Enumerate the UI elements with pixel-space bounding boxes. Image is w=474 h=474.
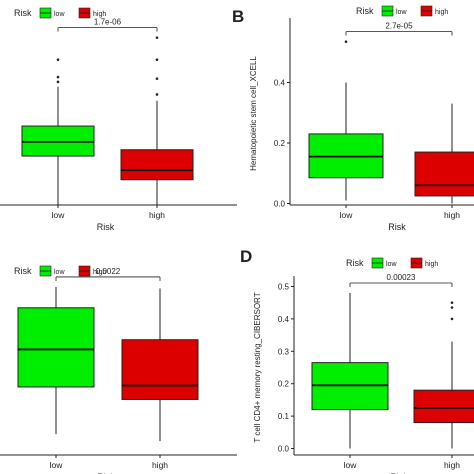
- legend: Risk low high: [14, 7, 106, 19]
- outlier-point: [155, 77, 159, 80]
- panel-letter: D: [240, 247, 252, 266]
- outlier-point: [155, 93, 159, 96]
- legend-title: Risk: [346, 258, 364, 268]
- y-tick-label: 0.3: [278, 347, 290, 356]
- p-value-label: 1.7e-06: [94, 18, 122, 27]
- legend-label: high: [93, 269, 106, 276]
- box-low: [308, 40, 384, 201]
- outlier-point: [450, 306, 454, 309]
- box-body: [121, 339, 199, 400]
- x-axis-label: Risk: [97, 472, 115, 474]
- significance-bracket: 2.7e-05: [345, 22, 453, 36]
- panel-2: B Risk low high 0.0 0.2 0.4 Hematopoietic stem …: [232, 5, 474, 232]
- x-tick-label: low: [52, 210, 66, 220]
- legend: Risk low high: [346, 257, 438, 269]
- y-axis-label: Hematopoietic stem cell_XCELL: [249, 56, 258, 171]
- p-value-label: 0.0022: [96, 267, 121, 276]
- panel-letter: B: [232, 7, 244, 26]
- x-tick-label: low: [344, 460, 358, 470]
- y-tick-label: 0.2: [278, 380, 290, 389]
- outlier-point: [155, 58, 159, 62]
- box-low: [311, 292, 389, 449]
- outlier-point: [450, 301, 454, 304]
- y-tick-label: 0.4: [278, 315, 290, 324]
- box-high: [121, 288, 199, 442]
- y-tick-label: 0.4: [274, 78, 286, 87]
- significance-bracket: 1.7e-06: [57, 18, 158, 32]
- outlier-point: [56, 75, 60, 79]
- legend-label: high: [425, 261, 438, 268]
- x-axis-label: Risk: [97, 222, 115, 232]
- x-tick-label: low: [50, 460, 64, 470]
- legend: Risk low high: [356, 5, 448, 17]
- outlier-point: [344, 40, 348, 43]
- box-high: [120, 36, 194, 205]
- legend-label: high: [93, 11, 106, 18]
- y-tick-label: 0.0: [278, 445, 290, 454]
- y-tick-label: 0.0: [274, 199, 286, 208]
- box-body: [413, 389, 474, 424]
- legend-title: Risk: [14, 266, 32, 276]
- legend-label: low: [396, 9, 407, 16]
- legend-label: high: [435, 9, 448, 16]
- x-axis-label: Risk: [388, 222, 406, 232]
- box-high: [414, 103, 474, 204]
- panel-1: Risk low high low high Risk 1.7e-06: [0, 7, 237, 232]
- box-low: [21, 58, 95, 205]
- p-value-label: 2.7e-05: [385, 22, 413, 31]
- x-tick-label: high: [444, 460, 460, 470]
- panel-4: D Risk low high 0.0 0.1 0.2 0.3 0.4 0.5 T cell CD4…: [240, 247, 474, 474]
- outlier-point: [56, 58, 60, 62]
- legend-title: Risk: [356, 6, 374, 16]
- legend-label: low: [386, 261, 397, 268]
- legend-label: low: [54, 269, 65, 276]
- y-tick-label: 0.1: [278, 412, 290, 421]
- p-value-label: 0.00023: [387, 273, 416, 282]
- box-high: [413, 301, 474, 449]
- box-body: [120, 149, 194, 181]
- y-axis-label: T cell CD4+ memory resting_CIBERSORT: [253, 292, 262, 442]
- x-axis-label: Risk: [390, 472, 408, 474]
- outlier-point: [56, 80, 60, 84]
- significance-bracket: 0.0022: [55, 267, 161, 281]
- outlier-point: [450, 317, 454, 321]
- y-tick-label: 0.2: [274, 139, 286, 148]
- legend-title: Risk: [14, 8, 32, 18]
- y-tick-label: 0.5: [278, 282, 290, 291]
- x-tick-label: low: [340, 210, 354, 220]
- box-low: [17, 286, 95, 435]
- x-tick-label: high: [152, 460, 168, 470]
- legend-label: low: [54, 11, 65, 18]
- box-body: [17, 307, 95, 388]
- x-tick-label: high: [149, 210, 165, 220]
- box-body: [414, 151, 474, 197]
- panel-3: Risk low high low high Risk 0.0022: [0, 265, 237, 474]
- outlier-point: [155, 36, 159, 39]
- significance-bracket: 0.00023: [349, 273, 453, 287]
- x-tick-label: high: [444, 210, 460, 220]
- legend: Risk low high: [14, 265, 106, 277]
